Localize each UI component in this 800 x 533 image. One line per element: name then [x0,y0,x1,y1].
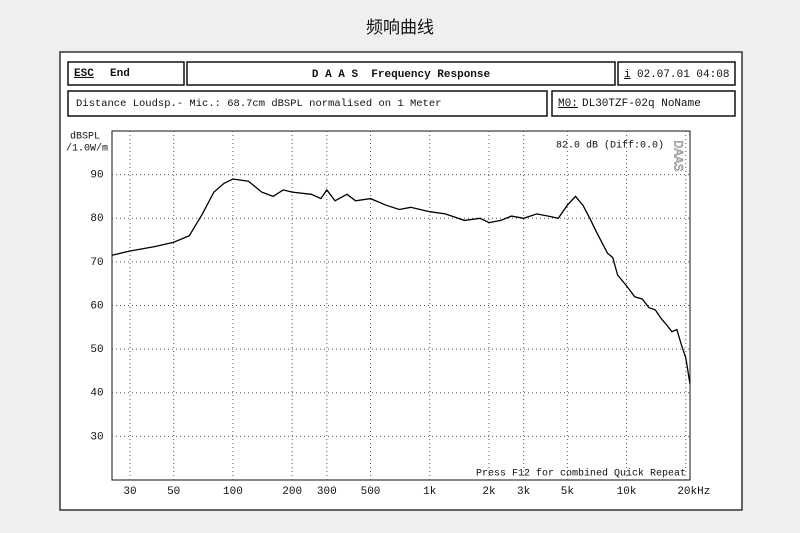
y-tick-label: 70 [90,257,103,269]
x-tick-label: 20kHz [677,486,710,498]
x-tick-label: 100 [223,486,243,498]
annotation: 82.0 dB (Diff:0.0) [556,140,664,152]
info-key[interactable]: i [624,69,631,81]
info-box[interactable] [617,61,736,86]
x-tick-label: 3k [517,486,531,498]
x-tick-label: 5k [561,486,575,498]
datetime: 02.07.01 04:08 [637,69,729,81]
y-tick-label: 30 [90,431,103,443]
watermark: DAAS [671,140,686,171]
x-tick-label: 10k [617,486,637,498]
memory-box[interactable] [551,90,736,117]
memory-key[interactable]: M0: [558,98,578,110]
y-tick-label: 80 [90,213,103,225]
end-label[interactable]: End [110,68,130,80]
response-curve [111,178,691,385]
y-tick-label: 50 [90,344,103,356]
y-tick-label: 90 [90,170,103,182]
memory-name: DL30TZF-02q NoName [582,98,701,110]
page-title: 频响曲线 [366,18,434,38]
measurement-box [67,90,548,117]
y-label: dBSPL [70,131,100,143]
measurement: Distance Loudsp.- Mic.: 68.7cm dBSPL nor… [76,98,441,110]
y-label: /1.0W/m [66,143,108,155]
program-box [186,61,616,86]
x-tick-label: 300 [317,486,337,498]
y-tick-label: 40 [90,388,103,400]
x-tick-label: 30 [123,486,136,498]
x-tick-label: 2k [482,486,496,498]
program-title: D A A S Frequency Response [312,69,491,81]
x-tick-label: 1k [423,486,437,498]
esc-key[interactable]: ESC [74,68,94,80]
esc-box[interactable] [67,61,185,86]
x-tick-label: 500 [361,486,381,498]
x-tick-label: 200 [282,486,302,498]
y-tick-label: 60 [90,300,103,312]
annotation: Press F12 for combined Quick Repeat [476,468,686,480]
x-tick-label: 50 [167,486,180,498]
